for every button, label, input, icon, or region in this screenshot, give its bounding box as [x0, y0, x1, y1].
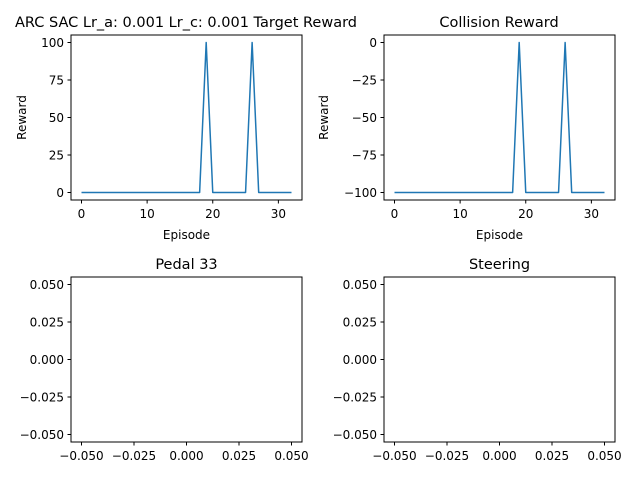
x-tick-label: 30: [584, 207, 599, 221]
x-tick-label: −0.050: [59, 449, 103, 463]
x-ticks: 0 10 20 30: [391, 200, 599, 221]
x-ticks: −0.050 −0.025 0.000 0.025 0.050: [59, 442, 309, 463]
subplot-steering: Steering −0.050 −0.025 0.000 0.025 0.050 −0.…: [333, 257, 622, 463]
axes-frame: [383, 276, 616, 443]
y-ticks: −0.050 −0.025 0.000 0.025 0.050: [20, 278, 71, 442]
x-tick-label: 0.050: [274, 449, 308, 463]
x-tick-label: 20: [518, 207, 533, 221]
y-ticks: −0.050 −0.025 0.000 0.025 0.050: [333, 278, 384, 442]
x-tick-label: 10: [452, 207, 467, 221]
axes-frame: [383, 34, 616, 201]
y-tick-label: −0.025: [333, 390, 377, 404]
y-tick-label: −25: [352, 73, 377, 87]
x-tick-label: −0.025: [112, 449, 156, 463]
series-line: [394, 41, 605, 194]
x-tick-label: 0.025: [535, 449, 569, 463]
subplot-target-reward: ARC SAC Lr_a: 0.001 Lr_c: 0.001 Target R…: [15, 15, 357, 242]
y-tick-label: −0.050: [333, 428, 377, 442]
y-tick-label: 0.025: [30, 315, 64, 329]
y-axis-label: Reward: [317, 95, 331, 140]
x-tick-label: −0.025: [425, 449, 469, 463]
y-tick-label: −100: [344, 186, 377, 200]
x-tick-label: 10: [139, 207, 154, 221]
subplot-title: Collision Reward: [439, 15, 558, 31]
x-axis-label: Episode: [476, 228, 523, 242]
x-axis-label: Episode: [163, 228, 210, 242]
y-axis-label: Reward: [15, 95, 29, 140]
x-tick-label: 0.000: [482, 449, 516, 463]
y-ticks: 0 −25 −50 −75 −100: [344, 36, 384, 200]
y-tick-label: 0: [369, 36, 377, 50]
plot-area: [81, 41, 292, 194]
x-ticks: −0.050 −0.025 0.000 0.025 0.050: [372, 442, 622, 463]
y-tick-label: 100: [41, 36, 64, 50]
x-tick-label: −0.050: [372, 449, 416, 463]
y-tick-label: −50: [352, 111, 377, 125]
y-tick-label: −0.050: [20, 428, 64, 442]
x-tick-label: 0: [391, 207, 399, 221]
series-line: [81, 41, 292, 194]
x-tick-label: 20: [205, 207, 220, 221]
subplot-pedal: Pedal 33 −0.050 −0.025 0.000 0.025 0.050 −0.…: [20, 257, 309, 463]
subplot-title: Steering: [469, 257, 530, 273]
y-ticks: 0 25 50 75 100: [41, 36, 71, 200]
y-tick-label: −75: [352, 148, 377, 162]
x-tick-label: 0: [78, 207, 86, 221]
plot-area: [394, 41, 605, 194]
y-tick-label: 75: [49, 73, 64, 87]
x-tick-label: 0.025: [222, 449, 256, 463]
subplot-title: Pedal 33: [155, 257, 217, 273]
y-tick-label: 25: [49, 148, 64, 162]
y-tick-label: 0: [56, 186, 64, 200]
x-tick-label: 0.050: [587, 449, 621, 463]
y-tick-label: 0.000: [343, 353, 377, 367]
y-tick-label: 50: [49, 111, 64, 125]
x-ticks: 0 10 20 30: [78, 200, 286, 221]
y-tick-label: 0.025: [343, 315, 377, 329]
y-tick-label: 0.050: [30, 278, 64, 292]
x-tick-label: 30: [271, 207, 286, 221]
axes-frame: [70, 276, 303, 443]
y-tick-label: −0.025: [20, 390, 64, 404]
y-tick-label: 0.050: [343, 278, 377, 292]
y-tick-label: 0.000: [30, 353, 64, 367]
x-tick-label: 0.000: [169, 449, 203, 463]
subplot-collision-reward: Collision Reward 0 10 20 30 0−25−50−75−100 …: [317, 15, 616, 242]
axes-frame: [70, 34, 303, 201]
subplot-title: ARC SAC Lr_a: 0.001 Lr_c: 0.001 Target R…: [15, 15, 357, 31]
